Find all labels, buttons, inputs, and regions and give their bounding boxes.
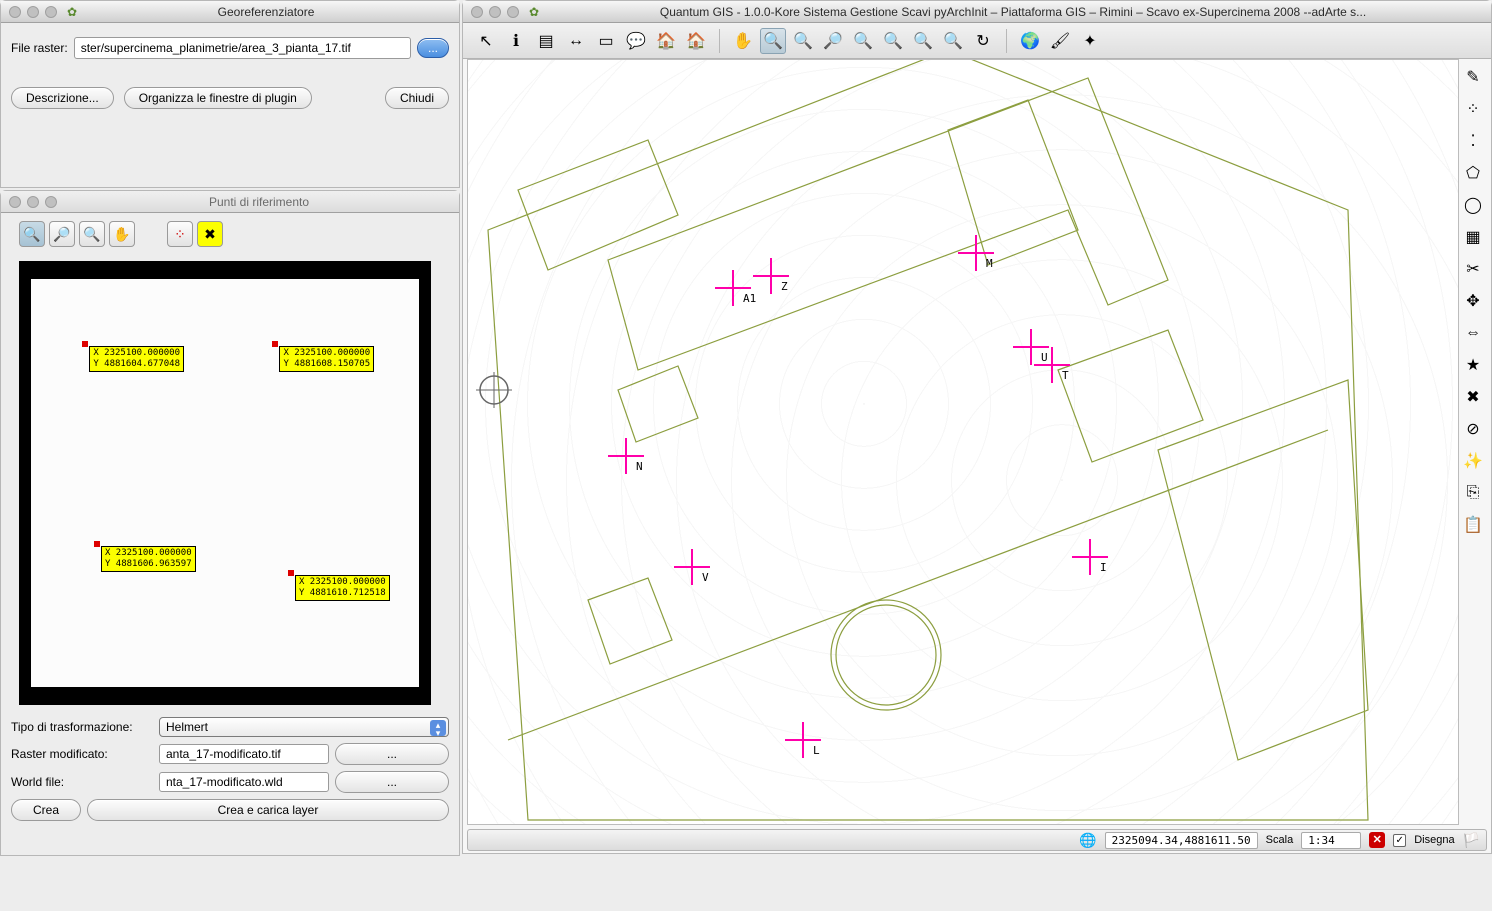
- traffic-lights[interactable]: [9, 196, 57, 208]
- draw-checkbox[interactable]: ✓: [1393, 834, 1406, 847]
- map-canvas[interactable]: MZA1UTNIVL: [467, 59, 1459, 825]
- info-toolbar-button[interactable]: ℹ: [503, 28, 529, 54]
- paste-side-button[interactable]: 📋: [1461, 513, 1485, 537]
- wand-side-button[interactable]: ✨: [1461, 449, 1485, 473]
- transform-select[interactable]: Helmert ▴▾: [159, 717, 449, 737]
- zoom-in-tool[interactable]: 🔍: [19, 221, 45, 247]
- description-button[interactable]: Descrizione...: [11, 87, 114, 109]
- zoom-in-toolbar-button[interactable]: 🔍: [790, 28, 816, 54]
- georeferencer-window: ✿ Georeferenziatore File raster: ... Des…: [0, 0, 460, 188]
- star-side-button[interactable]: ★: [1461, 353, 1485, 377]
- select-toolbar-button[interactable]: ↖: [473, 28, 499, 54]
- zoom-prev-toolbar-button[interactable]: 🔍: [880, 28, 906, 54]
- compass-glyph: [474, 370, 514, 410]
- zoom-sel-toolbar-button[interactable]: 🔍: [760, 28, 786, 54]
- pan-toolbar-button[interactable]: ✋: [730, 28, 756, 54]
- raster-browse-button[interactable]: ...: [335, 743, 449, 765]
- projection-status-icon[interactable]: 🏳️: [1463, 832, 1480, 849]
- zoom-layer-toolbar-button[interactable]: 🔍: [910, 28, 936, 54]
- compass-toolbar-button[interactable]: ✦: [1077, 28, 1103, 54]
- organize-windows-button[interactable]: Organizza le finestre di plugin: [124, 87, 312, 109]
- refresh-toolbar-button[interactable]: ↻: [970, 28, 996, 54]
- world-file-label: World file:: [11, 775, 153, 789]
- delete-point-tool[interactable]: ✖: [197, 221, 223, 247]
- status-bar: 🌐 2325094.34,4881611.50 Scala 1:34 ✕ ✓ D…: [467, 829, 1487, 851]
- add-point-tool[interactable]: ⁘: [167, 221, 193, 247]
- fill-side-button[interactable]: ▦: [1461, 225, 1485, 249]
- coordinate-display: 2325094.34,4881611.50: [1105, 832, 1258, 849]
- circle-side-button[interactable]: ◯: [1461, 193, 1485, 217]
- editing-side-toolbar: ✎ ⁘ ⁚ ⬠ ◯ ▦ ✂ ✥ ⇔ ★ ✖ ⊘ ✨ ⎘ 📋: [1461, 59, 1489, 537]
- move-side-button[interactable]: ✥: [1461, 289, 1485, 313]
- qgis-leaf-icon: ✿: [67, 5, 77, 19]
- zoom-layer-tool[interactable]: 🔍: [79, 221, 105, 247]
- bookmark-home-toolbar-button[interactable]: 🏠: [653, 28, 679, 54]
- refpoints-toolbar: 🔍 🔎 🔍 ✋ ⁘ ✖: [1, 213, 459, 255]
- raster-mod-input[interactable]: [159, 744, 329, 764]
- zoom-native-toolbar-button[interactable]: 🔍: [940, 28, 966, 54]
- main-toolbar: ↖ℹ▤↔▭💬🏠🏠✋🔍🔍🔎🔍🔍🔍🔍↻🌍🖌✦: [463, 23, 1491, 59]
- draw-label: Disegna: [1414, 834, 1454, 846]
- cancel-side-button[interactable]: ⊘: [1461, 417, 1485, 441]
- table-toolbar-button[interactable]: ▤: [533, 28, 559, 54]
- main-title: Quantum GIS - 1.0.0-Kore Sistema Gestion…: [543, 5, 1483, 19]
- file-raster-label: File raster:: [11, 41, 68, 55]
- refpoints-titlebar: Punti di riferimento: [1, 191, 459, 213]
- polygon-side-button[interactable]: ⬠: [1461, 161, 1485, 185]
- star-x-side-button[interactable]: ✖: [1461, 385, 1485, 409]
- scale-value[interactable]: 1:34: [1301, 832, 1361, 849]
- move-xy-side-button[interactable]: ⇔: [1461, 321, 1485, 345]
- raster-mod-label: Raster modificato:: [11, 747, 153, 761]
- create-load-button[interactable]: Crea e carica layer: [87, 799, 449, 821]
- qgis-leaf-icon: ✿: [529, 5, 539, 19]
- browse-button[interactable]: ...: [417, 38, 449, 58]
- traffic-lights[interactable]: [471, 6, 519, 18]
- zoom-full-toolbar-button[interactable]: 🔍: [850, 28, 876, 54]
- main-titlebar: ✿ Quantum GIS - 1.0.0-Kore Sistema Gesti…: [463, 1, 1491, 23]
- georef-titlebar: ✿ Georeferenziatore: [1, 1, 459, 23]
- vector-overlay: [468, 60, 1459, 825]
- zoom-out-toolbar-button[interactable]: 🔎: [820, 28, 846, 54]
- pencil-side-button[interactable]: ✎: [1461, 65, 1485, 89]
- traffic-lights[interactable]: [9, 6, 57, 18]
- transform-value: Helmert: [166, 720, 208, 734]
- refpoints-title: Punti di riferimento: [67, 195, 451, 209]
- projection-icon[interactable]: 🌐: [1079, 832, 1096, 849]
- scissors-side-button[interactable]: ✂: [1461, 257, 1485, 281]
- bookmark-home2-toolbar-button[interactable]: 🏠: [683, 28, 709, 54]
- annotation-toolbar-button[interactable]: 💬: [623, 28, 649, 54]
- world-file-input[interactable]: [159, 772, 329, 792]
- close-button[interactable]: Chiudi: [385, 87, 449, 109]
- globe-toolbar-button[interactable]: 🌍: [1017, 28, 1043, 54]
- raster-preview[interactable]: X 2325100.000000Y 4881604.677048X 232510…: [19, 261, 431, 705]
- measure-line-toolbar-button[interactable]: ↔: [563, 28, 589, 54]
- georef-title: Georeferenziatore: [81, 5, 451, 19]
- copy-side-button[interactable]: ⎘: [1461, 481, 1485, 505]
- reference-points-window: Punti di riferimento 🔍 🔎 🔍 ✋ ⁘ ✖ X 23251…: [0, 190, 460, 856]
- file-raster-input[interactable]: [74, 37, 411, 59]
- create-button[interactable]: Crea: [11, 799, 81, 821]
- qgis-main-window: ✿ Quantum GIS - 1.0.0-Kore Sistema Gesti…: [462, 0, 1492, 854]
- pan-tool[interactable]: ✋: [109, 221, 135, 247]
- brush-toolbar-button[interactable]: 🖌: [1047, 28, 1073, 54]
- scale-label: Scala: [1266, 834, 1294, 846]
- points-side-button[interactable]: ⁘: [1461, 97, 1485, 121]
- zoom-out-tool[interactable]: 🔎: [49, 221, 75, 247]
- line-points-side-button[interactable]: ⁚: [1461, 129, 1485, 153]
- measure-area-toolbar-button[interactable]: ▭: [593, 28, 619, 54]
- stop-render-icon[interactable]: ✕: [1369, 832, 1385, 848]
- transform-label: Tipo di trasformazione:: [11, 720, 153, 734]
- world-browse-button[interactable]: ...: [335, 771, 449, 793]
